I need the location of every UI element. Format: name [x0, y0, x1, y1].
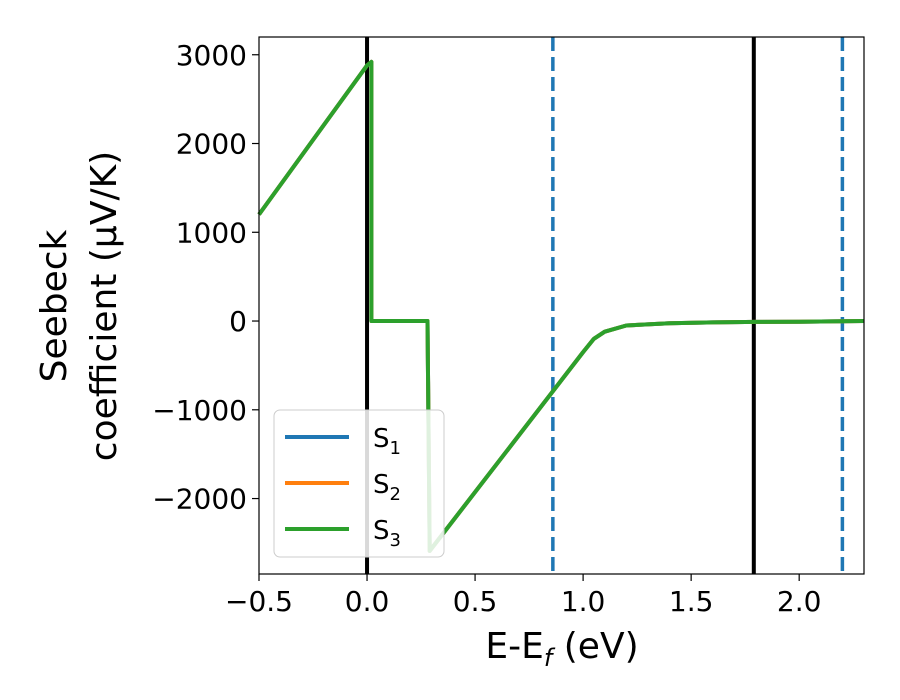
plot-frame	[258, 36, 865, 575]
y-axis-ticks: −2000 −1000 0 1000 2000 3000	[152, 39, 259, 516]
x-tick-label: 1.5	[669, 585, 714, 618]
y-axis-title: Seebeck coefficient (μV/K)	[34, 151, 125, 461]
y-tick-label: 2000	[176, 128, 247, 161]
x-tick-label: −0.5	[225, 585, 293, 618]
x-tick-label: 0.5	[453, 585, 498, 618]
x-tick-label: 0.0	[345, 585, 390, 618]
legend-label-s3: S3	[373, 516, 401, 551]
x-axis-title-suffix: (eV)	[552, 626, 638, 667]
y-tick-label: −2000	[152, 483, 247, 516]
series-lines	[257, 59, 865, 553]
x-tick-label: 1.0	[561, 585, 606, 618]
y-tick-label: 3000	[176, 39, 247, 72]
y-tick-label: −1000	[152, 394, 247, 427]
y-tick-label: 1000	[176, 216, 247, 249]
y-axis-title-line1: Seebeck	[34, 229, 75, 382]
y-axis-title-line2: coefficient (μV/K)	[84, 151, 125, 461]
x-tick-label: 2.0	[777, 585, 822, 618]
x-axis-title-main: E-E	[485, 626, 543, 667]
y-tick-label: 0	[229, 305, 247, 338]
legend-label-s1: S1	[373, 424, 401, 459]
series-line-s3	[257, 59, 865, 553]
legend: S1 S2 S3	[273, 409, 445, 558]
x-axis-ticks: −0.5 0.0 0.5 1.0 1.5 2.0	[225, 574, 821, 618]
legend-box	[273, 409, 445, 558]
legend-label-s2: S2	[373, 470, 401, 505]
x-axis-title: E-Ef (eV)	[485, 626, 638, 672]
